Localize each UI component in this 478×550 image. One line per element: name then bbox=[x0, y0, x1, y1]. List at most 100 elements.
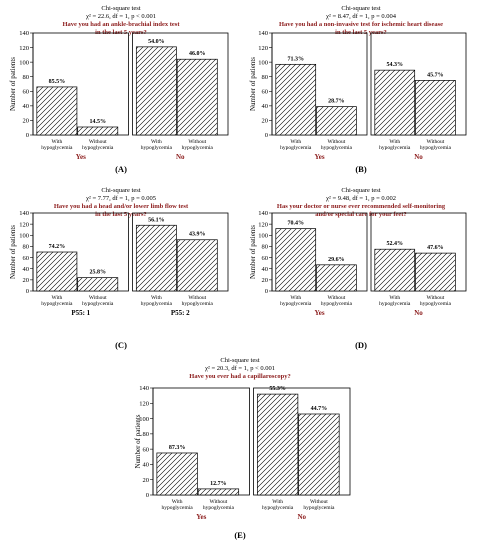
panel-label: (E) bbox=[234, 530, 246, 540]
bar bbox=[316, 106, 357, 136]
category-label: Without bbox=[328, 139, 346, 145]
y-tick-label: 100 bbox=[19, 232, 29, 239]
bar bbox=[176, 58, 218, 136]
y-axis-label: Number of patients bbox=[249, 57, 257, 111]
y-tick-label: 0 bbox=[26, 288, 29, 295]
test-name: Chi-square test bbox=[341, 5, 380, 12]
y-tick-label: 80 bbox=[262, 244, 269, 251]
category-label: hypoglycemia bbox=[82, 301, 114, 307]
y-axis-label: Number of patients bbox=[134, 414, 142, 468]
bar bbox=[36, 86, 78, 136]
group-label: Yes bbox=[196, 513, 206, 521]
y-tick-label: 100 bbox=[19, 59, 29, 66]
category-label: With bbox=[272, 499, 283, 505]
data-label: 47.6% bbox=[427, 245, 444, 251]
test-name: Chi-square test bbox=[341, 187, 380, 194]
group-label: No bbox=[297, 513, 306, 521]
category-label: With bbox=[290, 139, 301, 145]
bar bbox=[135, 224, 177, 292]
y-tick-label: 60 bbox=[262, 88, 269, 95]
category-label: hypoglycemia bbox=[41, 145, 73, 151]
category-label: Without bbox=[89, 139, 107, 145]
bar bbox=[275, 63, 317, 136]
test-statistic: χ² = 7.77, df = 1, p = 0.005 bbox=[86, 195, 156, 202]
y-tick-label: 20 bbox=[262, 277, 269, 284]
y-tick-label: 40 bbox=[262, 103, 269, 110]
panel-label: (D) bbox=[355, 340, 367, 350]
group-label: P55: 1 bbox=[71, 309, 90, 317]
category-label: With bbox=[51, 295, 62, 301]
category-label: With bbox=[389, 295, 400, 301]
y-tick-label: 120 bbox=[19, 45, 29, 52]
bar bbox=[197, 488, 240, 496]
category-label: Without bbox=[427, 295, 445, 301]
data-label: 28.7% bbox=[328, 99, 345, 105]
question-line: in the last 5 years? bbox=[95, 211, 147, 218]
question-line: in the last 5 years? bbox=[335, 29, 387, 36]
y-tick-label: 0 bbox=[265, 288, 268, 295]
category-label: With bbox=[51, 139, 62, 145]
y-tick-label: 120 bbox=[258, 221, 268, 228]
group-label: No bbox=[414, 153, 423, 161]
category-label: hypoglycemia bbox=[420, 301, 452, 307]
category-label: Without bbox=[210, 499, 228, 505]
group-label: Yes bbox=[76, 153, 86, 161]
category-label: hypoglycemia bbox=[379, 145, 411, 151]
bar bbox=[275, 228, 317, 292]
y-tick-label: 140 bbox=[139, 385, 149, 392]
data-label: 44.7% bbox=[311, 406, 328, 412]
test-name: Chi-square test bbox=[101, 5, 140, 12]
y-tick-label: 0 bbox=[146, 492, 149, 499]
y-tick-label: 100 bbox=[258, 232, 268, 239]
question-line: Have you had a non-invasive test for isc… bbox=[279, 21, 443, 28]
test-statistic: χ² = 8.47, df = 1, p = 0.004 bbox=[326, 13, 397, 20]
y-tick-label: 120 bbox=[258, 45, 268, 52]
category-label: hypoglycemia bbox=[379, 301, 411, 307]
bar bbox=[316, 264, 357, 292]
y-tick-label: 80 bbox=[23, 244, 30, 251]
panel-label: (B) bbox=[355, 164, 367, 174]
data-label: 45.7% bbox=[427, 72, 444, 78]
y-tick-label: 0 bbox=[26, 132, 29, 139]
test-statistic: χ² = 22.6, df = 1, p < 0.001 bbox=[86, 13, 156, 20]
category-label: hypoglycemia bbox=[303, 505, 335, 511]
y-tick-label: 20 bbox=[23, 118, 30, 125]
question-line: Have you had a head and/or lower limb fl… bbox=[54, 203, 189, 210]
data-label: 56.1% bbox=[148, 217, 165, 223]
y-axis-label: Number of patients bbox=[9, 225, 17, 279]
bar bbox=[156, 452, 198, 496]
data-label: 70.4% bbox=[288, 221, 305, 227]
y-tick-label: 80 bbox=[143, 431, 150, 438]
data-label: 25.8% bbox=[89, 270, 106, 276]
y-tick-label: 80 bbox=[262, 74, 269, 81]
test-statistic: χ² = 9.48, df = 1, p = 0.002 bbox=[326, 195, 396, 202]
y-tick-label: 60 bbox=[23, 255, 30, 262]
data-label: 29.6% bbox=[328, 257, 345, 263]
test-name: Chi-square test bbox=[101, 187, 140, 194]
category-label: Without bbox=[188, 139, 206, 145]
category-label: hypoglycemia bbox=[262, 505, 294, 511]
category-label: Without bbox=[188, 295, 206, 301]
y-tick-label: 140 bbox=[258, 30, 268, 37]
data-label: 74.2% bbox=[49, 244, 66, 250]
data-label: 54.0% bbox=[148, 39, 165, 45]
category-label: hypoglycemia bbox=[280, 145, 312, 151]
y-tick-label: 120 bbox=[139, 400, 149, 407]
y-tick-label: 0 bbox=[265, 132, 268, 139]
data-label: 14.5% bbox=[89, 119, 106, 125]
y-tick-label: 20 bbox=[23, 277, 30, 284]
y-tick-label: 40 bbox=[262, 266, 269, 273]
category-label: hypoglycemia bbox=[141, 301, 173, 307]
y-tick-label: 60 bbox=[23, 88, 30, 95]
y-tick-label: 40 bbox=[143, 462, 150, 469]
category-label: hypoglycemia bbox=[321, 145, 353, 151]
category-label: Without bbox=[427, 139, 445, 145]
question-line: Has your doctor or nurse ever recommende… bbox=[277, 203, 446, 210]
data-label: 43.9% bbox=[189, 232, 206, 238]
